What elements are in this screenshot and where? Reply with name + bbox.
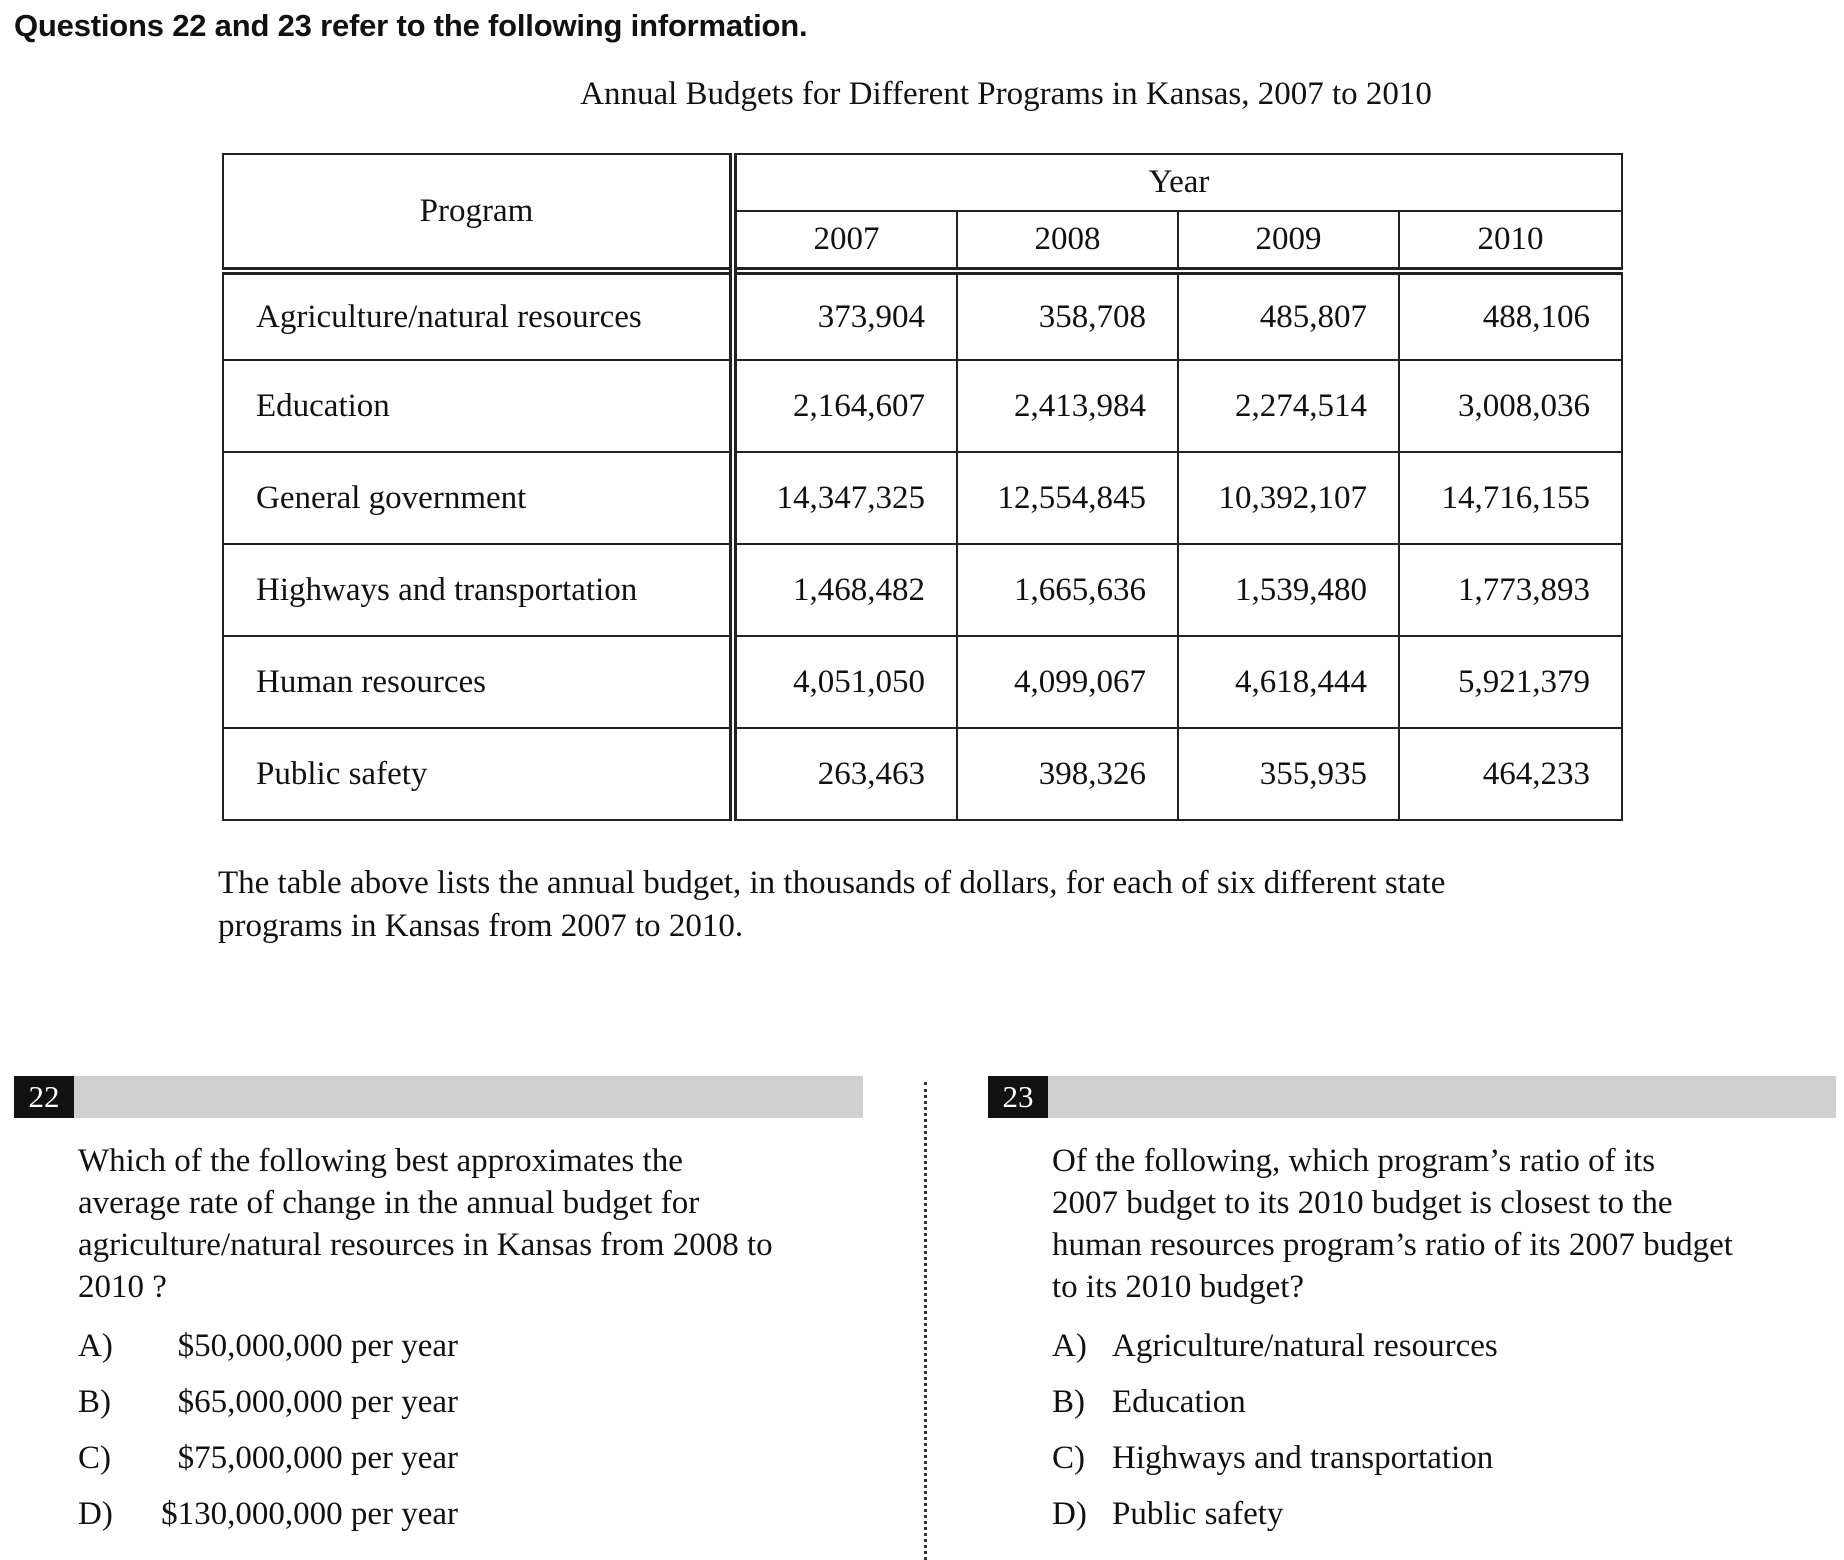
table-caption: The table above lists the annual budget,… (218, 862, 1618, 948)
budget-value: 464,233 (1398, 727, 1623, 821)
choice-text: Public safety (1112, 1496, 1284, 1532)
budget-value: 1,773,893 (1398, 543, 1623, 637)
choice-text: $130,000,000 per year (161, 1496, 458, 1532)
year-2010-header: 2010 (1398, 210, 1623, 272)
q22-text-line: 2010 ? (78, 1269, 167, 1305)
q22-header-bar (14, 1076, 863, 1118)
budget-value: 263,463 (732, 727, 958, 821)
budget-value: 485,807 (1177, 267, 1400, 361)
budget-value: 398,326 (956, 727, 1179, 821)
budget-value: 14,716,155 (1398, 451, 1623, 545)
program-header: Program (222, 153, 737, 272)
column-divider (924, 1082, 927, 1560)
q23-choices: A) Agriculture/natural resources B) Educ… (1052, 1328, 1498, 1552)
q23-choice-a[interactable]: A) Agriculture/natural resources (1052, 1328, 1498, 1384)
budget-value: 10,392,107 (1177, 451, 1400, 545)
q22-question-text: Which of the following best approximates… (78, 1140, 878, 1308)
program-name: Highways and transportation (222, 543, 737, 637)
choice-letter: C) (1052, 1440, 1085, 1476)
year-2008-header: 2008 (956, 210, 1179, 272)
budget-value: 4,051,050 (732, 635, 958, 729)
budget-value: 373,904 (732, 267, 958, 361)
q23-choice-d[interactable]: D) Public safety (1052, 1496, 1498, 1552)
budget-value: 4,618,444 (1177, 635, 1400, 729)
table-row: Public safety 263,463 398,326 355,935 46… (222, 727, 1623, 821)
q22-text-line: average rate of change in the annual bud… (78, 1185, 700, 1221)
q22-text-line: Which of the following best approximates… (78, 1143, 683, 1179)
choice-letter: B) (1052, 1384, 1085, 1420)
q23-text-line: human resources program’s ratio of its 2… (1052, 1227, 1733, 1263)
table-row: Education 2,164,607 2,413,984 2,274,514 … (222, 359, 1623, 453)
caption-line: programs in Kansas from 2007 to 2010. (218, 908, 744, 944)
budget-value: 488,106 (1398, 267, 1623, 361)
program-name: Public safety (222, 727, 737, 821)
budget-value: 5,921,379 (1398, 635, 1623, 729)
q22-number-badge: 22 (14, 1076, 74, 1118)
choice-text: $65,000,000 per year (177, 1384, 458, 1420)
choice-text: $50,000,000 per year (177, 1328, 458, 1364)
q22-text-line: agriculture/natural resources in Kansas … (78, 1227, 773, 1263)
budget-value: 3,008,036 (1398, 359, 1623, 453)
choice-letter: A) (1052, 1328, 1087, 1364)
program-name: Agriculture/natural resources (222, 267, 737, 361)
program-name: Human resources (222, 635, 737, 729)
choice-letter: D) (1052, 1496, 1087, 1532)
q23-text-line: 2007 budget to its 2010 budget is closes… (1052, 1185, 1673, 1221)
table-row: Highways and transportation 1,468,482 1,… (222, 543, 1623, 637)
program-name: General government (222, 451, 737, 545)
choice-letter: A) (78, 1328, 113, 1364)
budget-value: 1,665,636 (956, 543, 1179, 637)
years-row: 2007 2008 2009 2010 (223, 210, 1623, 272)
choice-letter: D) (78, 1496, 113, 1532)
year-header: Year (732, 153, 1623, 212)
choice-text: Agriculture/natural resources (1112, 1328, 1498, 1364)
q22-choice-d[interactable]: D) $130,000,000 per year (78, 1496, 458, 1552)
budget-value: 355,935 (1177, 727, 1400, 821)
budget-value: 14,347,325 (732, 451, 958, 545)
budget-value: 1,539,480 (1177, 543, 1400, 637)
choice-text: Highways and transportation (1112, 1440, 1494, 1476)
choice-letter: C) (78, 1440, 111, 1476)
q23-choice-b[interactable]: B) Education (1052, 1384, 1498, 1440)
table-row: General government 14,347,325 12,554,845… (222, 451, 1623, 545)
budget-value: 4,099,067 (956, 635, 1179, 729)
budget-value: 2,413,984 (956, 359, 1179, 453)
q22-choice-a[interactable]: A) $50,000,000 per year (78, 1328, 458, 1384)
budget-value: 2,274,514 (1177, 359, 1400, 453)
budget-value: 358,708 (956, 267, 1179, 361)
intro-heading: Questions 22 and 23 refer to the followi… (14, 8, 808, 43)
q22-choice-b[interactable]: B) $65,000,000 per year (78, 1384, 458, 1440)
q22-choices: A) $50,000,000 per year B) $65,000,000 p… (78, 1328, 458, 1552)
header-row: Program Year (222, 153, 1623, 272)
caption-line: The table above lists the annual budget,… (218, 865, 1446, 901)
budget-value: 12,554,845 (956, 451, 1179, 545)
program-name: Education (222, 359, 737, 453)
q22-choice-c[interactable]: C) $75,000,000 per year (78, 1440, 458, 1496)
choice-text: $75,000,000 per year (177, 1440, 458, 1476)
choice-text: Education (1112, 1384, 1246, 1420)
q23-number-badge: 23 (988, 1076, 1048, 1118)
year-2009-header: 2009 (1177, 210, 1400, 272)
budget-value: 2,164,607 (732, 359, 958, 453)
q23-choice-c[interactable]: C) Highways and transportation (1052, 1440, 1498, 1496)
choice-letter: B) (78, 1384, 111, 1420)
budget-value: 1,468,482 (732, 543, 958, 637)
q23-text-line: to its 2010 budget? (1052, 1269, 1305, 1305)
q23-header-bar (988, 1076, 1836, 1118)
year-2007-header: 2007 (732, 210, 958, 272)
q23-question-text: Of the following, which program’s ratio … (1052, 1140, 1842, 1308)
table-row: Human resources 4,051,050 4,099,067 4,61… (222, 635, 1623, 729)
table-title: Annual Budgets for Different Programs in… (580, 76, 1432, 112)
q23-text-line: Of the following, which program’s ratio … (1052, 1143, 1656, 1179)
budget-table: Program Year 2007 2008 2009 2010 Agricul… (222, 153, 1623, 821)
table-row: Agriculture/natural resources 373,904 35… (222, 267, 1623, 361)
